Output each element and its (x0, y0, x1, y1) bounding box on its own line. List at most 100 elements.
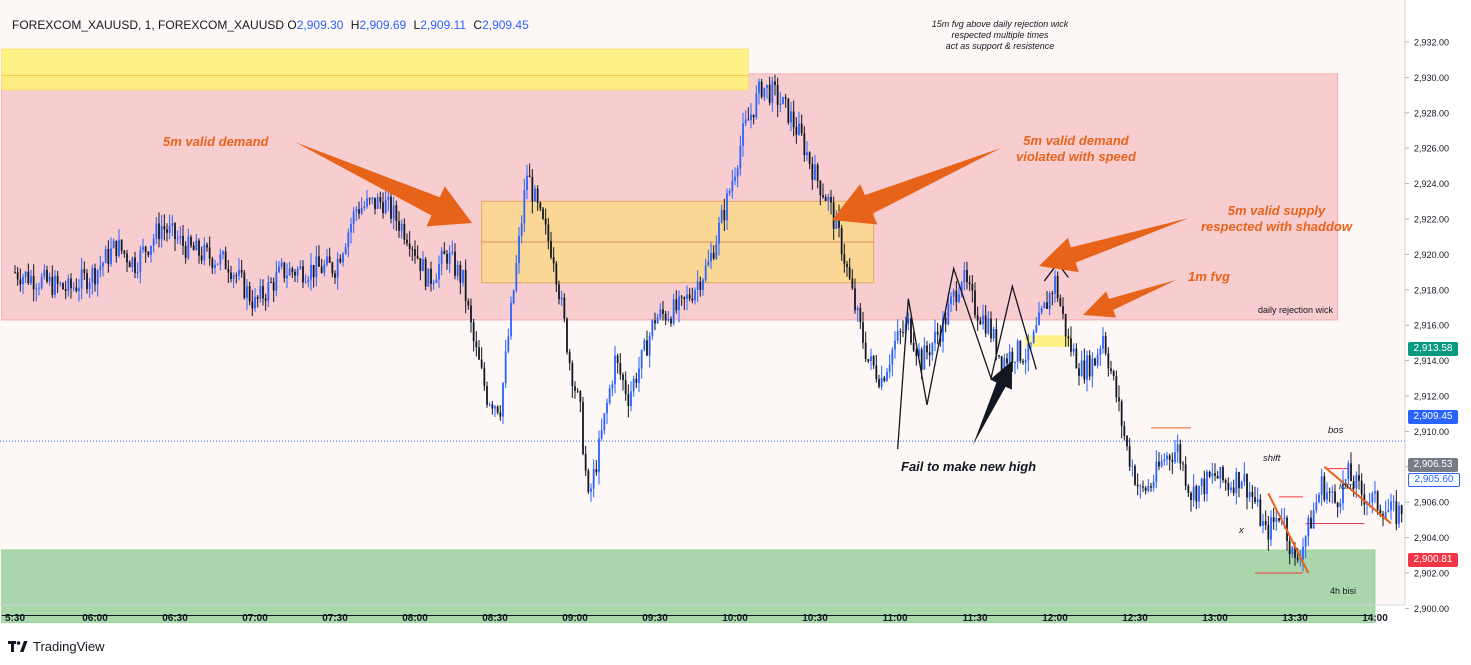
candle-body (230, 272, 232, 279)
candle-body (1256, 499, 1259, 503)
candle-body (219, 254, 222, 264)
candle-body (1214, 473, 1216, 476)
x-axis[interactable]: 5:30 06:00 06:30 07:00 07:30 08:00 08:30 09:00 0… (5, 613, 1388, 624)
candle-body (14, 272, 16, 273)
candle-body (451, 251, 454, 253)
candle-body (819, 180, 822, 196)
candle-body (283, 262, 286, 279)
candle-body (83, 269, 86, 274)
y-axis[interactable]: 2,900.002,902.002,904.002,906.002,908.00… (1405, 38, 1449, 614)
candle-body (430, 268, 432, 284)
candle-body (782, 97, 784, 104)
candle-body (1094, 358, 1096, 366)
high-value: 2,909.69 (359, 18, 407, 32)
arrow-demand-violated (832, 148, 1001, 225)
candle-body (211, 258, 214, 268)
candle-body (152, 238, 155, 246)
candle-body (382, 202, 384, 214)
candle-body (667, 318, 670, 321)
candle-body (123, 250, 126, 254)
price-tag-red: 2,900.81 (1408, 553, 1458, 567)
x-tick-label: 09:30 (642, 613, 668, 624)
candle-body (723, 210, 726, 221)
candle-body (227, 269, 230, 273)
candle-body (912, 342, 915, 351)
candle-body (110, 248, 112, 265)
candle-body (1243, 474, 1246, 482)
candle-body (99, 266, 102, 271)
candle-body (304, 282, 307, 283)
symbol-label[interactable]: FOREXCOM_XAUUSD, 1, FOREXCOM_XAUUSD (12, 18, 285, 32)
candle-body (552, 257, 555, 264)
candle-body (398, 221, 400, 231)
candle-body (272, 282, 275, 291)
candle-body (246, 286, 248, 298)
candle-body (1040, 308, 1043, 313)
candle-body (806, 152, 808, 156)
candle-body (1302, 546, 1304, 560)
candle-body (776, 84, 779, 105)
candle-body (94, 267, 96, 285)
candle-body (251, 301, 254, 309)
candle-body (67, 278, 70, 292)
candle-body (696, 281, 699, 290)
arrow-1m-fvg (1083, 280, 1176, 318)
candle-body (128, 262, 131, 268)
candle-body (286, 275, 288, 279)
candle-body (358, 209, 360, 214)
candle-body (163, 226, 166, 230)
candle-body (1056, 275, 1059, 299)
candle-body (779, 103, 782, 105)
candle-body (1043, 302, 1046, 309)
candle-body (427, 268, 430, 287)
candle-body (1048, 293, 1051, 310)
candle-body (448, 252, 451, 264)
candle-body (1360, 480, 1363, 495)
label-5m-supply: 5m valid supply respected with shaddow (1201, 203, 1352, 234)
candle-body (1187, 485, 1190, 493)
candle-body (243, 272, 246, 298)
candle-body (390, 196, 392, 219)
candle-body (1112, 371, 1115, 377)
candle-body (363, 206, 366, 208)
candle-body (232, 275, 235, 279)
candle-body (784, 97, 787, 99)
y-tick-label: 2,914.00 (1414, 356, 1449, 366)
candle-body (438, 264, 440, 280)
x-tick-label: 12:30 (1122, 613, 1148, 624)
candle-body (542, 208, 544, 219)
candle-body (502, 382, 504, 417)
tradingview-brand[interactable]: TradingView (8, 639, 105, 654)
top-note: 15m fvg above daily rejection wick respe… (931, 19, 1069, 51)
candle-body (683, 297, 686, 299)
candle-body (1107, 353, 1110, 369)
candle-body (1262, 521, 1264, 526)
candle-body (640, 349, 643, 369)
candle-body (86, 273, 88, 290)
candle-body (1251, 492, 1254, 498)
candle-body (686, 294, 688, 299)
candle-body (168, 225, 171, 233)
candle-body (1016, 340, 1019, 363)
y-tick-label: 2,902.00 (1414, 569, 1449, 579)
candle-body (51, 276, 54, 295)
candle-body (974, 290, 976, 316)
label-x: x (1239, 525, 1244, 536)
candle-body (1000, 356, 1003, 373)
trend-line-0 (1267, 492, 1310, 574)
y-tick-label: 2,918.00 (1414, 285, 1449, 295)
candle-body (584, 453, 587, 471)
candle-body (931, 343, 934, 355)
candle-body (1326, 492, 1328, 500)
candle-body (46, 269, 48, 282)
candle-body (1395, 501, 1398, 524)
candle-body (928, 352, 931, 355)
y-tick-label: 2,904.00 (1414, 533, 1449, 543)
candle-body (688, 294, 691, 299)
candle-body (1182, 463, 1184, 465)
candle-body (755, 93, 758, 118)
candle-body (91, 267, 94, 283)
candle-body (1206, 471, 1208, 494)
candle-body (1320, 476, 1323, 495)
